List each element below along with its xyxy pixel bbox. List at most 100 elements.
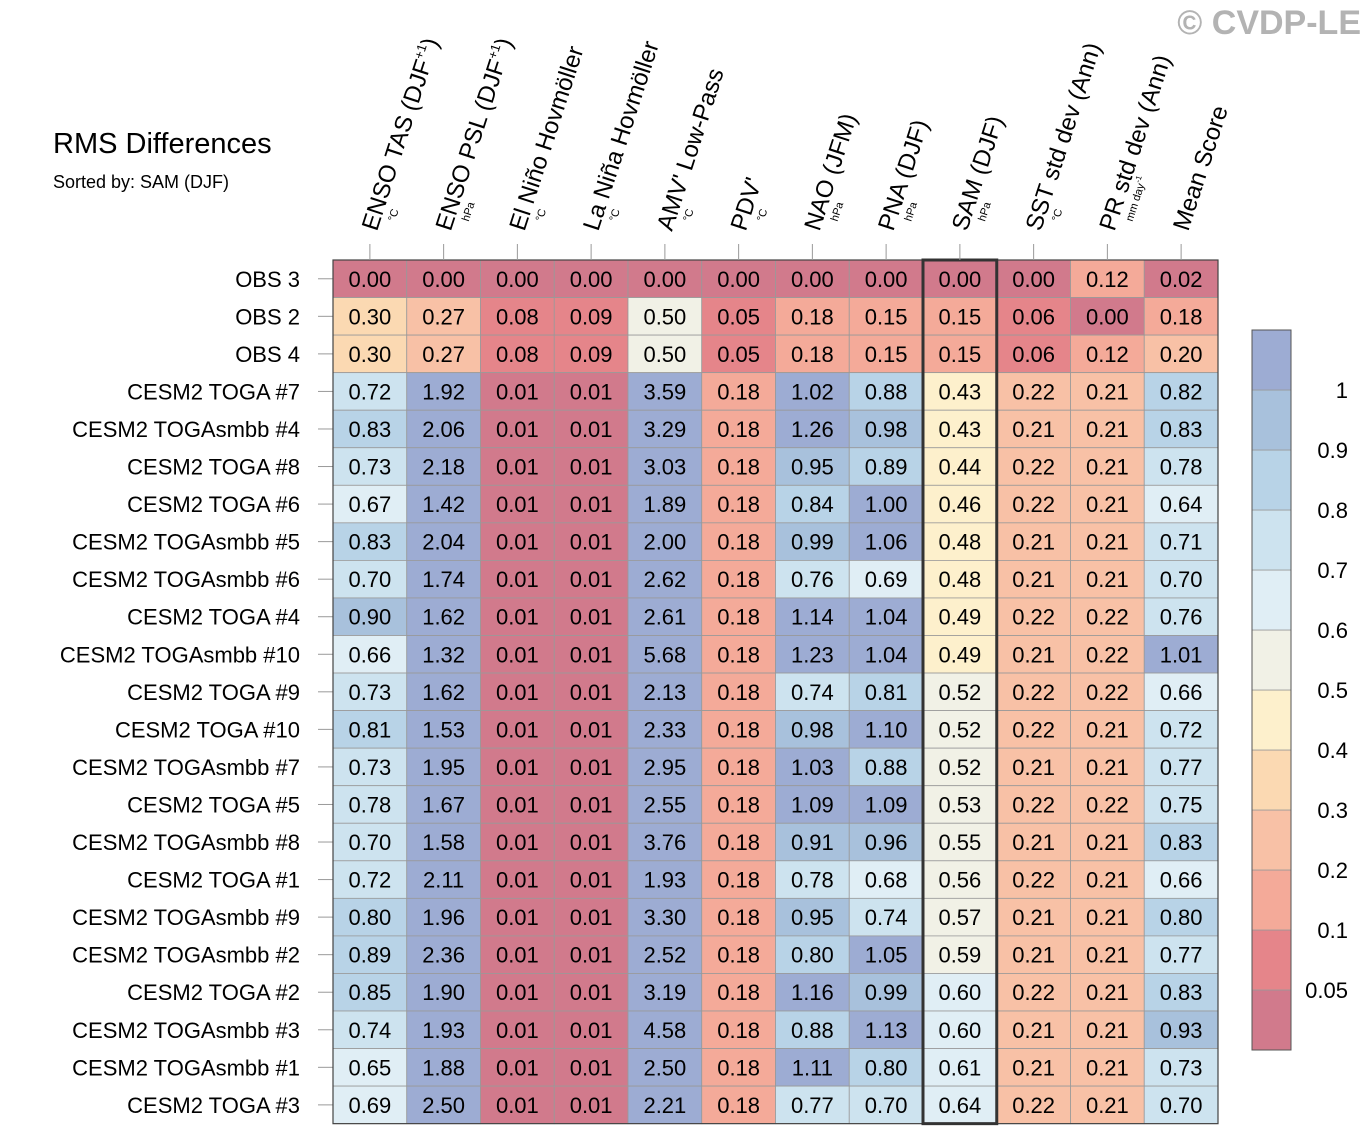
colorbar-segment: [1251, 329, 1292, 391]
row-label: CESM2 TOGA #9: [127, 680, 300, 705]
chart-subtitle: Sorted by: SAM (DJF): [53, 172, 230, 192]
cell-value-label: 0.01: [570, 1018, 613, 1043]
cell-value-label: 0.01: [496, 379, 539, 404]
cell-value-label: 0.15: [938, 304, 981, 329]
heatmap-cell: [922, 484, 998, 524]
heatmap-cell: [406, 560, 481, 599]
cell-value-label: 0.27: [422, 304, 465, 329]
cell-value-label: 1.14: [791, 605, 834, 630]
heatmap-cell: [1143, 334, 1219, 374]
colorbar-tick-label: 0.5: [1317, 678, 1348, 703]
heatmap-cell: [553, 372, 629, 411]
heatmap-cell: [848, 334, 924, 374]
row-label: CESM2 TOGAsmbb #2: [72, 943, 300, 968]
cell-value-label: 0.22: [1012, 455, 1055, 480]
cell-value-label: 0.01: [496, 905, 539, 930]
cell-value-label: 0.21: [1012, 1018, 1055, 1043]
cell-value-label: 3.03: [643, 455, 686, 480]
cell-value-label: 1.03: [791, 755, 834, 780]
cell-value-label: 0.80: [1160, 905, 1203, 930]
cell-value-label: 0.85: [348, 980, 391, 1005]
cell-value-label: 0.69: [865, 567, 908, 592]
cell-value-label: 0.64: [938, 1093, 981, 1118]
row-label: CESM2 TOGAsmbb #8: [72, 830, 300, 855]
heatmap-cell: [922, 560, 998, 599]
heatmap-cell: [406, 1048, 481, 1087]
cell-value-label: 0.89: [348, 943, 391, 968]
cell-value-label: 0.50: [643, 342, 686, 367]
heatmap-cell: [701, 297, 776, 336]
heatmap-cell: [996, 747, 1071, 787]
heatmap-cell: [701, 635, 776, 674]
cell-value-label: 0.22: [1086, 605, 1129, 630]
heatmap-cell: [332, 672, 408, 711]
cell-value-label: 1.01: [1160, 642, 1203, 667]
colorbar-segment: [1251, 689, 1292, 751]
heatmap-cell: [553, 897, 629, 937]
cell-value-label: 0.18: [717, 830, 760, 855]
cell-value-label: 3.59: [643, 379, 686, 404]
cell-value-label: 2.36: [422, 943, 465, 968]
heatmap-cell: [996, 484, 1071, 524]
heatmap-cell: [627, 973, 703, 1012]
cell-value-label: 0.01: [570, 379, 613, 404]
cell-value-label: 0.81: [865, 680, 908, 705]
cell-value-label: 0.18: [1160, 304, 1203, 329]
heatmap-cell: [332, 447, 408, 486]
cell-value-label: 0.21: [1086, 379, 1129, 404]
heatmap-cell: [922, 672, 998, 711]
cell-value-label: 0.15: [865, 342, 908, 367]
cell-value-label: 0.70: [1160, 567, 1203, 592]
column-label: ENSO TAS (DJF+1): [356, 34, 445, 233]
cell-value-label: 0.30: [348, 304, 391, 329]
cell-value-label: 0.73: [348, 755, 391, 780]
cell-value-label: 0.12: [1086, 342, 1129, 367]
cell-value-label: 0.18: [791, 304, 834, 329]
heatmap-cell: [775, 860, 850, 899]
heatmap-cell: [480, 897, 555, 937]
cell-value-label: 0.22: [1012, 1093, 1055, 1118]
cell-value-label: 0.99: [865, 980, 908, 1005]
cell-value-label: 0.12: [1086, 267, 1129, 292]
cell-value-label: 0.22: [1012, 980, 1055, 1005]
column-unit-label: °C: [386, 207, 401, 223]
cell-value-label: 0.21: [1012, 943, 1055, 968]
row-label: CESM2 TOGA #10: [115, 717, 300, 742]
row-label: CESM2 TOGA #5: [127, 792, 300, 817]
cell-value-label: 2.21: [643, 1093, 686, 1118]
cell-value-label: 0.01: [570, 980, 613, 1005]
heatmap-cell: [480, 297, 555, 336]
heatmap-cell: [1143, 860, 1219, 899]
heatmap-cell: [701, 973, 776, 1012]
cell-value-label: 0.01: [570, 943, 613, 968]
cell-value-label: 1.13: [865, 1018, 908, 1043]
heatmap-cell: [480, 447, 555, 486]
heatmap-cell: [775, 672, 850, 711]
colorbar-tick-label: 0.05: [1305, 978, 1348, 1003]
cell-value-label: 0.21: [1012, 905, 1055, 930]
cell-value-label: 0.01: [570, 642, 613, 667]
column-unit-label: °C: [534, 207, 549, 223]
column-label: PDV': [726, 174, 768, 234]
heatmap-cell: [775, 447, 850, 486]
heatmap-cell: [406, 1010, 481, 1049]
heatmap-cell: [1070, 522, 1145, 561]
cell-value-label: 0.15: [865, 304, 908, 329]
heatmap-cell: [701, 447, 776, 486]
cell-value-label: 0.83: [348, 417, 391, 442]
cell-value-label: 1.96: [422, 905, 465, 930]
row-label: CESM2 TOGA #7: [127, 379, 300, 404]
heatmap-cell: [848, 1048, 924, 1087]
cell-value-label: 0.18: [717, 1093, 760, 1118]
cell-value-label: 0.70: [865, 1093, 908, 1118]
cell-value-label: 0.06: [1012, 304, 1055, 329]
cell-value-label: 0.00: [717, 267, 760, 292]
heatmap-cell: [848, 372, 924, 411]
heatmap-cell: [775, 1085, 850, 1125]
column-label: AMV' Low-Pass: [652, 65, 730, 234]
heatmap-cell: [1070, 1085, 1145, 1125]
cell-value-label: 0.01: [570, 717, 613, 742]
cell-value-label: 0.00: [865, 267, 908, 292]
row-label: OBS 3: [235, 267, 300, 292]
